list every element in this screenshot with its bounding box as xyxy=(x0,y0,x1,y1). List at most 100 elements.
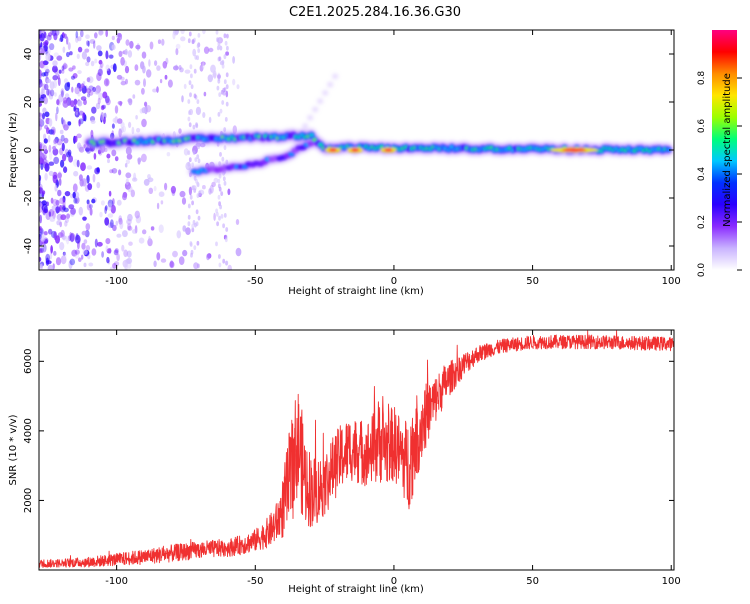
spectrogram-x-tick-label: -50 xyxy=(247,276,263,287)
spectrogram-cell xyxy=(85,61,90,67)
spectrogram-cell xyxy=(118,128,122,138)
spectrogram-cell xyxy=(180,36,186,42)
spectrogram-cell xyxy=(108,54,114,59)
spectrogram-cell xyxy=(188,157,192,163)
spectrogram-cell xyxy=(95,88,100,95)
spectrogram-cell xyxy=(146,69,152,78)
spectrogram-cell xyxy=(141,153,147,163)
spectrogram-cell xyxy=(73,170,79,177)
spectrogram-cell xyxy=(77,100,83,107)
spectrogram-cell xyxy=(56,55,63,61)
spectrogram-y-tick-label: -20 xyxy=(23,190,34,206)
spectrogram-cell xyxy=(79,178,84,187)
spectrogram-cell xyxy=(81,242,86,250)
spectrogram-cell xyxy=(50,245,53,254)
spectrogram-cell xyxy=(217,74,221,79)
spectrogram-cell xyxy=(39,230,42,240)
spectrogram-cell xyxy=(80,30,84,38)
spectrogram-cell xyxy=(164,182,168,191)
spectrogram-cell xyxy=(46,88,50,96)
spectrogram-cell xyxy=(141,87,145,95)
spectrogram-cell xyxy=(193,93,197,99)
spectrogram-cell xyxy=(56,138,63,146)
spectrogram-cell xyxy=(114,156,119,162)
spectrogram-cell xyxy=(45,257,50,266)
spectrogram-cell xyxy=(61,142,65,152)
spectrogram-cell xyxy=(192,124,196,130)
spectrogram-cell xyxy=(41,200,47,206)
spectrogram-cell xyxy=(69,258,76,266)
spectrogram-cell xyxy=(148,59,151,67)
spectrogram-cell xyxy=(43,149,49,155)
spectrogram-cell xyxy=(309,133,314,137)
spectrogram-y-tick-label: 40 xyxy=(23,48,34,61)
spectrogram-cell xyxy=(189,242,193,247)
spectrogram-cell xyxy=(218,254,221,259)
spectrogram-cell xyxy=(41,190,46,195)
spectrogram-cell xyxy=(39,214,42,224)
spectrogram-cell xyxy=(40,247,44,253)
spectrogram-cell xyxy=(143,178,150,186)
spectrogram-cell xyxy=(138,237,145,244)
spectrogram-cell xyxy=(114,105,119,114)
spectrogram-cell xyxy=(126,218,132,225)
spectrogram-cell xyxy=(196,55,200,61)
spectrogram-cell xyxy=(39,72,42,79)
spectrogram-cell xyxy=(75,30,79,39)
spectrogram-cell xyxy=(189,92,192,98)
spectrogram-cell xyxy=(98,92,103,100)
spectrogram-cell xyxy=(312,107,318,112)
spectrogram-cell xyxy=(39,112,43,117)
spectrogram-cell xyxy=(39,141,43,149)
spectrogram-cell xyxy=(118,169,122,176)
spectrogram-cell xyxy=(187,150,191,156)
spectrogram-cell xyxy=(80,83,85,89)
spectrogram-cell xyxy=(141,51,147,59)
spectrogram-cell xyxy=(112,63,117,73)
spectrogram-cell xyxy=(42,145,48,153)
spectrogram-cell xyxy=(99,61,104,68)
spectrogram-cell xyxy=(39,149,43,157)
spectrogram-cell xyxy=(64,217,69,223)
spectrogram-cell xyxy=(97,97,101,105)
spectrogram-panel: -100 -50 0 50 100 -40 -20 0 20 40 Height of stra… xyxy=(8,29,681,297)
spectrogram-cell xyxy=(120,80,127,86)
spectrogram-cell xyxy=(67,149,72,156)
spectrogram-cell xyxy=(76,133,82,139)
spectrogram-cell xyxy=(188,80,192,86)
spectrogram-cell xyxy=(154,60,158,66)
spectrogram-cell xyxy=(221,63,225,69)
spectrogram-cell xyxy=(48,118,53,127)
spectrogram-cell xyxy=(78,146,85,153)
spectrogram-cell xyxy=(200,61,206,66)
spectrogram-cell xyxy=(152,88,158,93)
spectrogram-cell xyxy=(125,78,128,85)
spectrogram-cell xyxy=(131,229,138,234)
spectrogram-cell xyxy=(223,127,227,132)
spectrogram-cell xyxy=(60,159,65,168)
spectrogram-cell xyxy=(57,172,62,179)
snr-y-axis-label: SNR (10 * v/v) xyxy=(8,414,19,485)
spectrogram-cell xyxy=(77,46,83,53)
spectrogram-cell xyxy=(223,33,227,39)
spectrogram-cell xyxy=(217,178,221,184)
spectrogram-cell xyxy=(80,96,87,101)
spectrogram-cell xyxy=(43,231,48,236)
spectrogram-cell xyxy=(81,230,87,236)
spectrogram-cell xyxy=(90,60,95,67)
spectrogram-cell xyxy=(68,155,73,163)
spectrogram-cell xyxy=(44,172,48,181)
spectrogram-cell xyxy=(61,90,64,98)
spectrogram-cell xyxy=(64,82,70,91)
spectrogram-cell xyxy=(66,237,70,245)
spectrogram-cell xyxy=(49,216,56,222)
spectrogram-cell xyxy=(39,143,42,152)
spectrogram-cell xyxy=(149,41,154,50)
spectrogram-cell xyxy=(135,44,141,50)
spectrogram-cell xyxy=(106,256,110,264)
spectrogram-cell xyxy=(112,198,115,206)
spectrogram-cell xyxy=(60,134,65,142)
spectrogram-cell xyxy=(43,42,49,52)
spectrogram-cell xyxy=(191,223,195,229)
